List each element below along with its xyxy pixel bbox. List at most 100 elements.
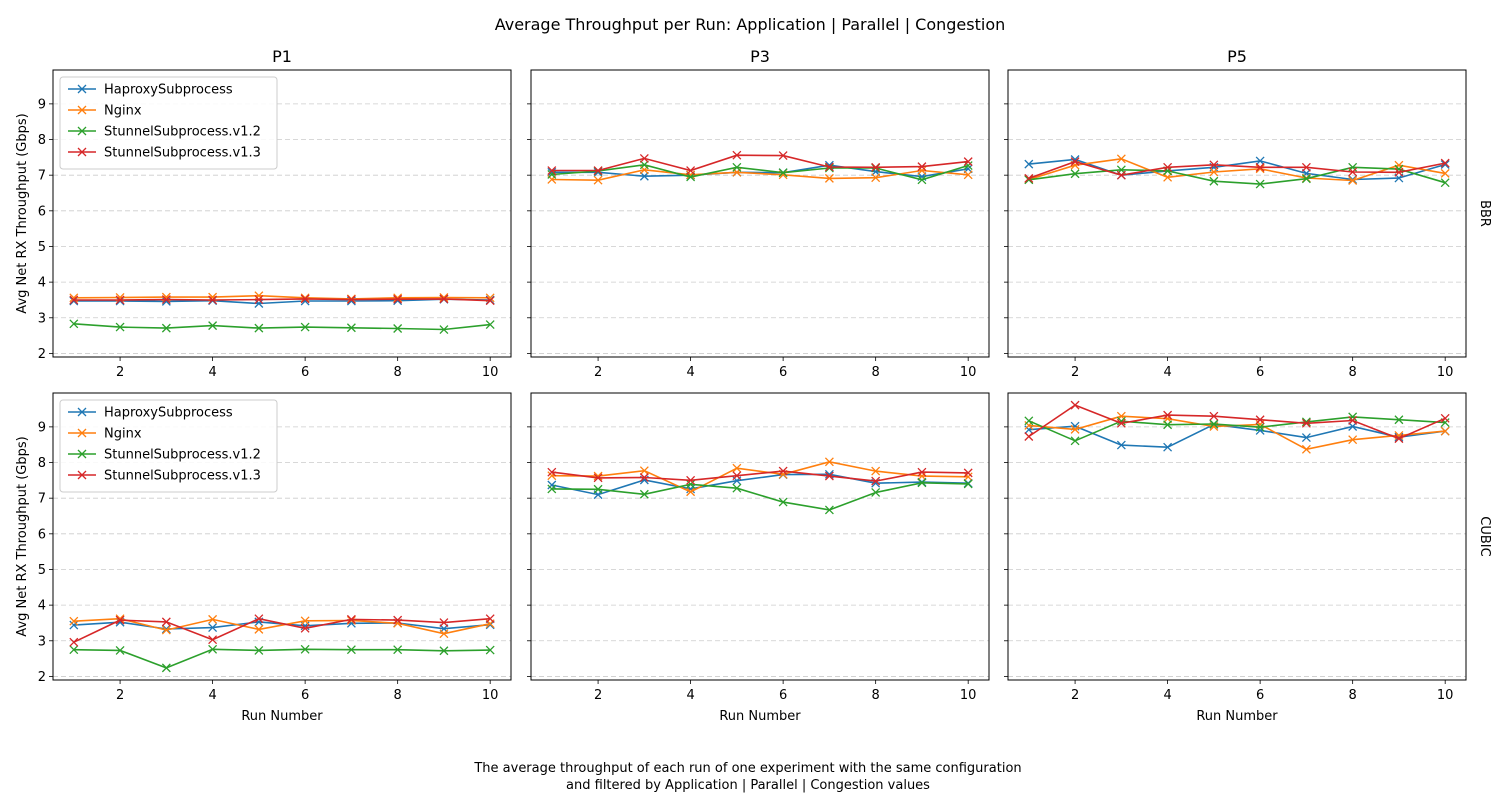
data-point (593, 166, 603, 175)
series-line (1028, 158, 1446, 181)
figure-title: Average Throughput per Run: Application … (495, 15, 1006, 34)
data-point (1348, 167, 1358, 177)
data-point (254, 291, 264, 301)
legend-swatch-marker (77, 470, 87, 480)
data-point (824, 162, 834, 172)
data-point (1255, 164, 1265, 174)
data-point (1209, 411, 1219, 421)
series-nginx (547, 457, 973, 497)
data-point (1163, 410, 1173, 420)
data-point (1255, 415, 1265, 425)
series-line (73, 617, 491, 635)
x-tick-label: 8 (394, 688, 402, 703)
series-line (551, 163, 969, 181)
data-point (1348, 435, 1358, 445)
data-point (161, 617, 171, 627)
legend-swatch-marker (77, 147, 87, 157)
data-point (1070, 169, 1080, 179)
data-point (1116, 170, 1126, 180)
y-tick-label: 2 (38, 347, 46, 362)
x-tick-label: 8 (394, 365, 402, 380)
series-line (1028, 416, 1446, 442)
series-stunnelsubprocess-v1-2 (547, 478, 973, 515)
data-point (1301, 444, 1311, 454)
data-point (917, 478, 927, 488)
data-point (346, 645, 356, 655)
data-point (439, 618, 449, 628)
data-point (824, 457, 834, 467)
x-tick-label: 2 (116, 688, 124, 703)
data-point (346, 614, 356, 624)
data-point (639, 473, 649, 482)
series-line (1028, 166, 1446, 185)
y-tick-label: 9 (38, 97, 46, 112)
data-point (485, 296, 495, 306)
series-line (73, 617, 491, 643)
data-point (346, 616, 356, 625)
data-point (824, 471, 834, 481)
data-point (824, 505, 834, 515)
data-point (686, 172, 696, 182)
data-point (871, 488, 881, 497)
data-point (393, 645, 403, 655)
series-line (551, 473, 969, 496)
data-point (439, 646, 449, 656)
data-point (485, 645, 495, 655)
column-title: P3 (750, 47, 770, 66)
data-point (300, 644, 310, 654)
series-line (1028, 160, 1446, 180)
legend: HaproxySubprocess Nginx StunnelSubprocess.… (59, 399, 278, 493)
legend-swatch-marker (77, 449, 87, 459)
y-tick-label: 5 (38, 240, 46, 255)
series-line (551, 481, 969, 511)
row-label: CUBIC (1477, 516, 1492, 556)
plot-frame (1007, 392, 1467, 681)
data-point (1301, 174, 1311, 184)
data-point (963, 468, 973, 478)
data-point (871, 476, 881, 486)
data-point (393, 324, 403, 333)
x-tick-label: 8 (872, 365, 880, 380)
data-point (1440, 426, 1450, 436)
plot-frame (530, 392, 990, 681)
data-point (1070, 424, 1080, 434)
data-point (1440, 178, 1450, 188)
series-stunnelsubprocess-v1-3 (547, 466, 973, 486)
series-stunnelsubprocess-v1-3 (1024, 400, 1450, 444)
data-point (778, 168, 788, 178)
data-point (824, 173, 834, 183)
data-point (871, 466, 881, 476)
data-point (963, 472, 973, 482)
data-point (547, 484, 557, 494)
data-point (547, 467, 557, 477)
data-point (1070, 436, 1080, 446)
panel-cubic-p5: 2 4 6 8 10 CUBIC Run Number (1004, 392, 1492, 724)
x-tick-label: 8 (1349, 365, 1357, 380)
data-point (1301, 433, 1311, 443)
y-tick-label: 4 (38, 276, 46, 291)
data-point (1163, 420, 1173, 430)
x-tick-label: 10 (482, 688, 499, 703)
data-point (593, 484, 603, 494)
x-tick-label: 6 (301, 365, 309, 380)
data-point (963, 161, 973, 171)
data-point (1209, 160, 1219, 170)
series-line (73, 298, 491, 302)
data-point (208, 623, 218, 633)
series-stunnelsubprocess-v1-2 (1024, 412, 1450, 446)
panel-bbr-p1: 2 3 4 5 6 7 8 9 2 4 6 8 10 P1 Avg Net RX Throughput (G… (15, 47, 512, 380)
x-tick-label: 10 (960, 365, 977, 380)
data-point (778, 151, 788, 161)
data-point (824, 163, 834, 173)
data-point (1394, 434, 1404, 444)
data-point (161, 295, 171, 305)
data-point (1070, 157, 1080, 167)
data-point (161, 296, 171, 306)
panel-cubic-p3: 2 4 6 8 10 Run Number (527, 392, 990, 724)
data-point (686, 487, 696, 497)
legend-label: StunnelSubprocess.v1.3 (104, 146, 261, 161)
data-point (593, 175, 603, 185)
data-point (917, 175, 927, 185)
legend-label: StunnelSubprocess.v1.2 (104, 125, 261, 140)
data-point (300, 623, 310, 633)
